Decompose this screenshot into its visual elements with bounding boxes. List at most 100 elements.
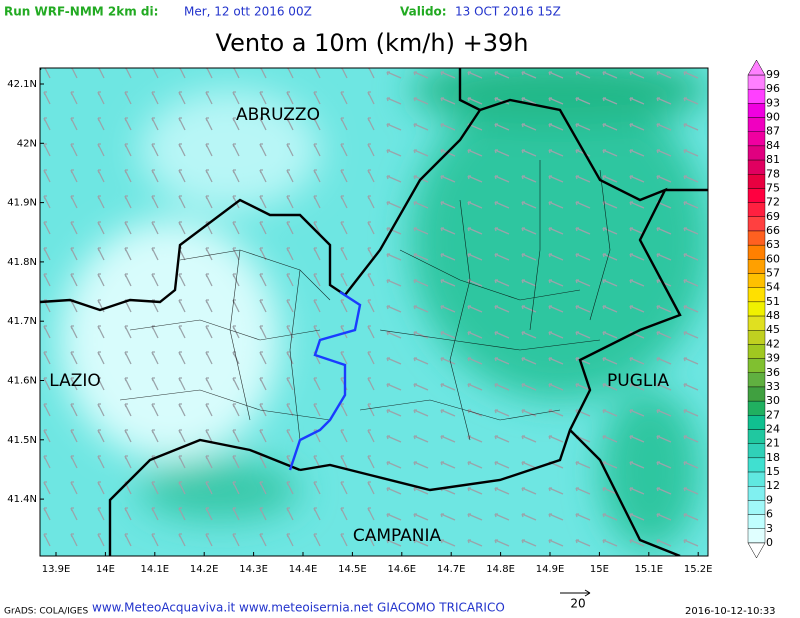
- wind-arrow: [286, 195, 294, 209]
- wind-arrow: [259, 351, 267, 365]
- wind-arrow: [467, 331, 483, 339]
- wind-arrow: [494, 487, 510, 495]
- wind-arrow: [440, 71, 456, 79]
- wind-arrow: [232, 429, 240, 443]
- wind-arrow: [367, 169, 375, 183]
- wind-arrow: [440, 175, 456, 183]
- wind-arrow: [178, 221, 186, 235]
- wind-arrow: [413, 253, 429, 261]
- wind-arrow: [602, 357, 618, 365]
- wind-arrow: [521, 123, 537, 131]
- wind-arrow: [521, 539, 537, 547]
- wind-arrow: [340, 533, 348, 547]
- colorbar-label: 96: [766, 82, 780, 95]
- wind-arrow: [413, 227, 429, 235]
- scale-label: 20: [570, 597, 585, 611]
- wind-arrow: [575, 175, 591, 183]
- wind-arrow: [521, 227, 537, 235]
- wind-arrow: [178, 325, 186, 339]
- wind-arrow: [286, 429, 294, 443]
- wind-arrow: [521, 513, 537, 521]
- colorbar-cell: [747, 145, 766, 161]
- wind-arrow: [340, 507, 348, 521]
- lat-labels: 42.1N 42N 41.9N 41.8N 41.7N 41.6N 41.5N 41.4N: [7, 79, 44, 505]
- colorbar-cell: [747, 471, 766, 487]
- wind-arrow: [70, 455, 78, 469]
- wind-arrow: [286, 273, 294, 287]
- wind-arrow: [629, 175, 645, 183]
- wind-arrow: [683, 487, 699, 495]
- wind-arrow: [683, 461, 699, 469]
- wind-arrow: [205, 533, 213, 547]
- wind-arrow: [259, 169, 267, 183]
- wind-arrow: [683, 175, 699, 183]
- wind-arrow: [97, 507, 105, 521]
- wind-arrow: [548, 149, 564, 157]
- colorbar-label: 6: [766, 508, 773, 521]
- wind-arrow: [575, 487, 591, 495]
- wind-arrow: [575, 279, 591, 287]
- wind-arrow: [575, 123, 591, 131]
- wind-arrow: [70, 247, 78, 261]
- wind-arrow: [124, 455, 132, 469]
- colorbar-cell: [747, 273, 766, 288]
- wind-arrow: [467, 201, 483, 209]
- wind-arrow: [367, 221, 375, 235]
- wind-arrow: [313, 377, 321, 391]
- wind-arrow: [205, 143, 213, 157]
- wind-arrow: [70, 481, 78, 495]
- wind-arrow: [70, 403, 78, 417]
- wind-arrow: [286, 403, 294, 417]
- wind-arrow: [683, 331, 699, 339]
- wind-arrow: [602, 409, 618, 417]
- wind-arrow: [575, 227, 591, 235]
- wind-arrow: [494, 435, 510, 443]
- wind-arrow: [205, 91, 213, 105]
- wind-arrow: [124, 273, 132, 287]
- colorbar-label: 78: [766, 167, 780, 180]
- wind-arrow: [151, 169, 159, 183]
- lon-label: 14.1E: [141, 564, 170, 575]
- wind-arrow: [178, 169, 186, 183]
- wind-arrow: [602, 513, 618, 521]
- colorbar-cell: [747, 259, 766, 274]
- wind-arrow: [548, 487, 564, 495]
- wind-arrow: [683, 513, 699, 521]
- valid-date: 13 OCT 2016 15Z: [455, 5, 561, 19]
- lat-label: 41.7N: [7, 316, 37, 327]
- wind-arrow: [494, 97, 510, 105]
- wind-arrow: [494, 331, 510, 339]
- wind-arrow: [494, 253, 510, 261]
- wind-arrow: [467, 487, 483, 495]
- field-shading: [60, 68, 708, 550]
- wind-arrow: [151, 91, 159, 105]
- windy-area: [410, 68, 708, 125]
- wind-arrow: [340, 143, 348, 157]
- wind-arrow: [656, 487, 672, 495]
- wind-arrow: [413, 513, 429, 521]
- wind-arrow: [151, 351, 159, 365]
- wind-arrow: [548, 331, 564, 339]
- wind-arrow: [286, 507, 294, 521]
- wind-arrow: [386, 227, 402, 235]
- wind-arrow: [656, 97, 672, 105]
- wind-arrow: [367, 117, 375, 131]
- region-label: PUGLIA: [607, 371, 669, 391]
- wind-arrow: [70, 507, 78, 521]
- run-date: Mer, 12 ott 2016 00Z: [184, 5, 312, 19]
- wind-arrow: [70, 91, 78, 105]
- wind-arrow: [43, 221, 51, 235]
- wind-arrow: [602, 279, 618, 287]
- wind-arrow: [232, 91, 240, 105]
- wind-arrow: [440, 513, 456, 521]
- wind-arrow: [629, 513, 645, 521]
- wind-arrow: [494, 539, 510, 547]
- wind-arrow: [286, 351, 294, 365]
- wind-arrow: [178, 143, 186, 157]
- wind-arrow: [43, 429, 51, 443]
- colorbar-cell: [747, 315, 766, 331]
- wind-arrow: [386, 279, 402, 287]
- wind-arrow: [43, 143, 51, 157]
- wind-arrow: [629, 487, 645, 495]
- wind-arrow: [232, 169, 240, 183]
